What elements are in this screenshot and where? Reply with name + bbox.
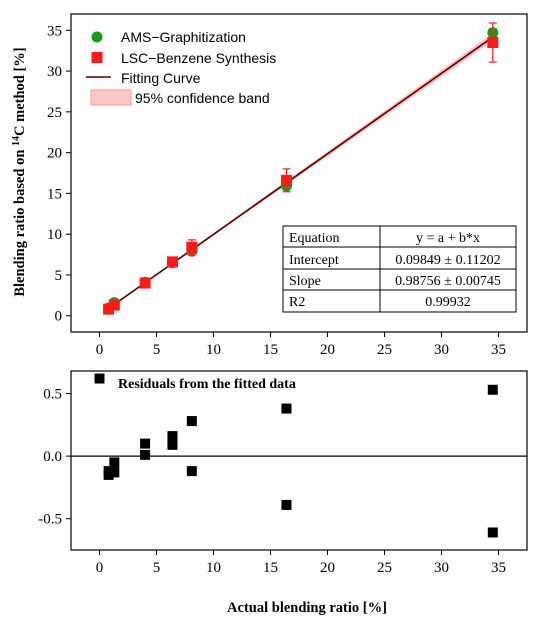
top-x-tick-label: 15 bbox=[263, 342, 278, 358]
fit-table-intercept-value: 0.09849 ± 0.11202 bbox=[395, 253, 500, 268]
fit-table-equation-value: y = a + b*x bbox=[416, 231, 480, 246]
residual-point bbox=[487, 527, 498, 538]
legend: AMS−Graphitization LSC−Benzene Synthesis… bbox=[86, 29, 276, 106]
legend-ams-label: AMS−Graphitization bbox=[121, 29, 246, 45]
lsc-point bbox=[139, 277, 151, 289]
top-x-tick-label: 30 bbox=[434, 342, 449, 358]
bottom-y-tick-label: -0.5 bbox=[38, 512, 62, 528]
bottom-y-tick-label: 0.0 bbox=[43, 449, 62, 465]
top-y-tick-label: 35 bbox=[47, 23, 62, 39]
bottom-panel: 0 5 10 15 20 25 30 35 -0.5 0.0 0.5 Residuals from … bbox=[38, 370, 528, 616]
bottom-x-tick-label: 5 bbox=[153, 560, 161, 576]
top-y-tick-label: 15 bbox=[47, 186, 62, 202]
lsc-point bbox=[487, 37, 499, 49]
legend-ams-marker bbox=[91, 31, 103, 43]
residual-point bbox=[167, 439, 178, 450]
bottom-x-tick-label: 0 bbox=[96, 560, 104, 576]
top-panel: 0 5 10 15 20 25 30 35 0 5 10 15 20 25 30 35 AMS−Graphit… bbox=[11, 13, 528, 358]
top-y-axis-title: Blending ratio based on 14C method [%] bbox=[11, 47, 28, 296]
legend-lsc-label: LSC−Benzene Synthesis bbox=[121, 50, 276, 66]
top-y-tick-label: 0 bbox=[55, 309, 63, 325]
top-x-tick-label: 0 bbox=[96, 342, 104, 358]
top-x-tick-label: 10 bbox=[206, 342, 221, 358]
residual-point bbox=[186, 416, 197, 427]
bottom-x-tick-label: 10 bbox=[206, 560, 221, 576]
top-y-tick-label: 10 bbox=[47, 227, 62, 243]
bottom-x-tick-label: 30 bbox=[434, 560, 449, 576]
top-ticks: 0 5 10 15 20 25 30 35 0 5 10 15 20 25 30 35 bbox=[47, 23, 506, 358]
residuals-legend-label: Residuals from the fitted data bbox=[118, 377, 296, 392]
residual-point bbox=[281, 403, 292, 414]
fit-table-r2-label: R2 bbox=[289, 295, 305, 310]
lsc-point bbox=[103, 303, 115, 315]
top-y-tick-label: 30 bbox=[47, 64, 62, 80]
fit-table-intercept-label: Intercept bbox=[289, 253, 339, 268]
x-axis-title: Actual blending ratio [%] bbox=[227, 600, 387, 616]
residual-point bbox=[140, 438, 151, 449]
data-points-layer bbox=[103, 22, 499, 315]
residual-point bbox=[109, 457, 120, 468]
top-x-tick-label: 35 bbox=[491, 342, 506, 358]
fit-table-equation-label: Equation bbox=[289, 231, 340, 246]
residual-point bbox=[109, 467, 120, 478]
residual-points-layer bbox=[94, 373, 498, 538]
bottom-x-tick-label: 20 bbox=[320, 560, 335, 576]
top-plot-frame bbox=[70, 13, 528, 333]
legend-band-label: 95% confidence band bbox=[135, 90, 270, 106]
residual-point bbox=[281, 499, 292, 510]
residual-point bbox=[167, 431, 178, 442]
residual-point bbox=[103, 469, 114, 480]
top-x-tick-label: 5 bbox=[153, 342, 161, 358]
bottom-ticks: 0 5 10 15 20 25 30 35 -0.5 0.0 0.5 bbox=[38, 387, 506, 576]
top-y-tick-label: 5 bbox=[55, 268, 63, 284]
bottom-x-tick-label: 25 bbox=[377, 560, 392, 576]
fit-parameters-table: Equation y = a + b*x Intercept 0.09849 ±… bbox=[282, 225, 517, 313]
lsc-point bbox=[186, 241, 198, 253]
lsc-point bbox=[108, 299, 120, 311]
bottom-x-tick-label: 35 bbox=[491, 560, 506, 576]
legend-lsc-marker bbox=[91, 52, 103, 63]
fit-table-r2-value: 0.99932 bbox=[425, 295, 471, 310]
fit-table-slope-value: 0.98756 ± 0.00745 bbox=[395, 274, 501, 289]
bottom-x-tick-label: 15 bbox=[263, 560, 278, 576]
bottom-plot-frame bbox=[70, 370, 528, 551]
legend-fit-label: Fitting Curve bbox=[121, 70, 201, 86]
bottom-y-tick-label: 0.5 bbox=[43, 387, 62, 403]
fit-table-slope-label: Slope bbox=[289, 274, 321, 289]
lsc-point bbox=[280, 174, 292, 186]
top-x-tick-label: 25 bbox=[377, 342, 392, 358]
residual-point bbox=[487, 384, 498, 395]
legend-band-swatch bbox=[90, 89, 132, 106]
residual-point bbox=[186, 466, 197, 477]
lsc-point bbox=[166, 256, 178, 268]
residual-point bbox=[140, 449, 151, 460]
top-x-tick-label: 20 bbox=[320, 342, 335, 358]
top-y-tick-label: 25 bbox=[47, 105, 62, 121]
residuals-legend-marker bbox=[94, 373, 105, 384]
top-y-tick-label: 20 bbox=[47, 146, 62, 162]
